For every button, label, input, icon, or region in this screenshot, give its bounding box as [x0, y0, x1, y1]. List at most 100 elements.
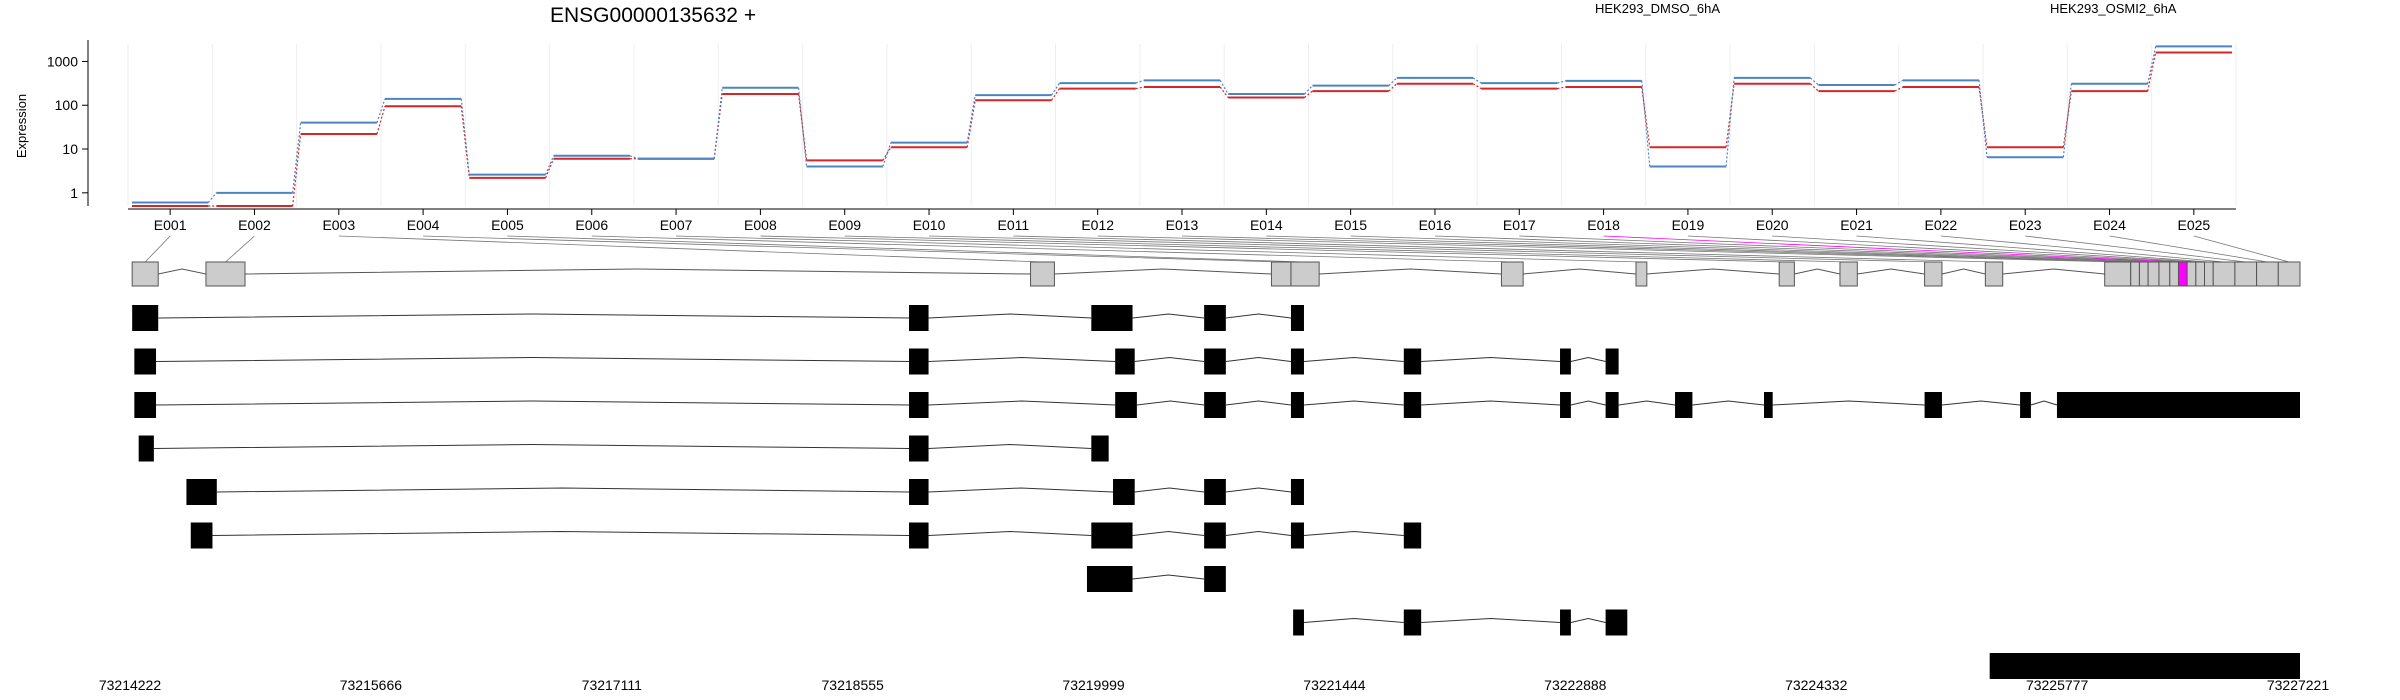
y-tick-label: 1	[70, 185, 78, 201]
gene-exon	[1290, 261, 1320, 287]
x-tick-label: E015	[1334, 217, 1367, 233]
series-connector	[882, 146, 892, 161]
series-lines	[132, 45, 2232, 207]
series-connector	[460, 106, 470, 178]
transcript-intron	[1570, 617, 1606, 623]
transcript-intron	[216, 487, 910, 493]
x-tick-label: E013	[1166, 217, 1199, 233]
exon-connector	[676, 235, 1642, 263]
transcript-exon	[186, 479, 217, 505]
series-connector	[376, 106, 386, 135]
transcript-row	[186, 479, 1304, 505]
series-connector	[966, 95, 976, 143]
x-tick-label: E011	[998, 217, 1030, 233]
exon-connector	[1603, 235, 2183, 263]
transcript-exon	[1290, 392, 1304, 418]
intron-line	[1794, 268, 1841, 275]
gene-exon	[1270, 261, 1292, 287]
legend-entry-dmso: HEK293_DMSO_6hA	[1595, 1, 1720, 16]
exon-connector	[1856, 235, 2209, 263]
transcript-exon	[909, 435, 929, 462]
gene-exon	[2256, 261, 2279, 287]
transcript-exon	[909, 522, 929, 549]
intron-line	[1646, 268, 1780, 275]
transcript-intron	[928, 487, 1114, 493]
intron-line	[245, 268, 1031, 275]
transcript-exon	[1560, 348, 1571, 375]
transcript-intron	[153, 443, 910, 449]
genomic-coordinate-label: 73214222	[99, 677, 162, 693]
transcript-exon	[132, 305, 159, 331]
gene-model-track	[131, 261, 2301, 287]
genomic-coordinate-label: 73227221	[2267, 677, 2330, 693]
transcript-intron	[928, 400, 1116, 406]
transcript-intron	[1134, 356, 1205, 362]
transcript-exon	[1924, 392, 1942, 418]
transcript-exon	[1204, 479, 1226, 505]
exon-connector	[1181, 235, 2136, 263]
transcript-intron	[928, 443, 1092, 449]
transcript-exon	[909, 348, 929, 375]
exon-connector	[1266, 235, 2144, 263]
transcript-exon	[1605, 392, 1619, 418]
gene-exon	[131, 261, 159, 287]
transcript-exon	[1115, 348, 1135, 375]
exon-connector	[423, 235, 1282, 263]
series-dmso	[132, 51, 2232, 207]
exon-connector	[591, 235, 1513, 263]
transcript-exon	[1403, 392, 1422, 418]
gene-exon	[2204, 261, 2214, 287]
y-axis-label: Expression	[14, 94, 29, 158]
x-tick-label: E007	[660, 217, 693, 233]
gene-exon	[2169, 261, 2179, 287]
transcript-intron	[1421, 617, 1561, 623]
transcript-intron	[1132, 530, 1205, 536]
transcript-intron	[928, 356, 1116, 362]
transcript-exon	[1115, 392, 1137, 418]
gene-exon	[2195, 261, 2206, 287]
exon-connector	[2025, 235, 2246, 263]
series-connector	[460, 98, 470, 175]
transcript-intron	[2030, 400, 2058, 406]
genomic-coordinate-label: 73215666	[340, 677, 403, 693]
transcript-intron	[1225, 400, 1292, 406]
series-connector	[1557, 86, 1566, 90]
intron-line	[158, 268, 207, 275]
transcript-exon	[2056, 392, 2300, 418]
transcript-exon	[1204, 522, 1226, 549]
transcript-exon	[1204, 348, 1226, 375]
x-tick-label: E009	[828, 217, 861, 233]
transcript-intron	[1570, 356, 1606, 362]
x-tick-label: E024	[2093, 217, 2126, 233]
x-tick-label: E014	[1250, 217, 1283, 233]
transcript-exon	[1403, 348, 1422, 375]
exon-connector	[338, 235, 1043, 263]
gene-exon	[2138, 261, 2149, 287]
exon-axis-ticks: E001 E002 E003 E004 E005 E006 E007 E008 E009 E010…	[154, 209, 2210, 233]
transcript-intron	[1692, 400, 1765, 406]
exon-connector	[225, 235, 255, 263]
exon-connector	[507, 235, 1306, 263]
genomic-coordinate-label: 73224332	[1785, 677, 1848, 693]
transcript-exon	[1560, 609, 1571, 636]
transcript-exon	[1605, 609, 1628, 636]
transcript-exon	[1293, 609, 1304, 636]
series-connector	[629, 155, 639, 160]
series-connector	[2062, 91, 2072, 148]
series-connector	[545, 158, 555, 179]
x-tick-label: E019	[1672, 217, 1705, 233]
x-tick-label: E004	[407, 217, 440, 233]
transcript-exon	[1204, 305, 1226, 331]
exon-connector	[144, 235, 171, 263]
intron-line	[1054, 268, 1272, 275]
transcript-exon	[1290, 348, 1304, 375]
exon-connector	[2109, 235, 2268, 263]
transcript-exon	[909, 305, 929, 331]
transcript-exon	[1204, 392, 1226, 418]
gene-exon	[2177, 261, 2188, 287]
exon-connector	[929, 235, 1934, 263]
transcript-exon	[1091, 435, 1109, 462]
series-connector	[376, 98, 386, 123]
transcript-intron	[1772, 400, 1925, 406]
transcript-row	[138, 435, 1109, 462]
